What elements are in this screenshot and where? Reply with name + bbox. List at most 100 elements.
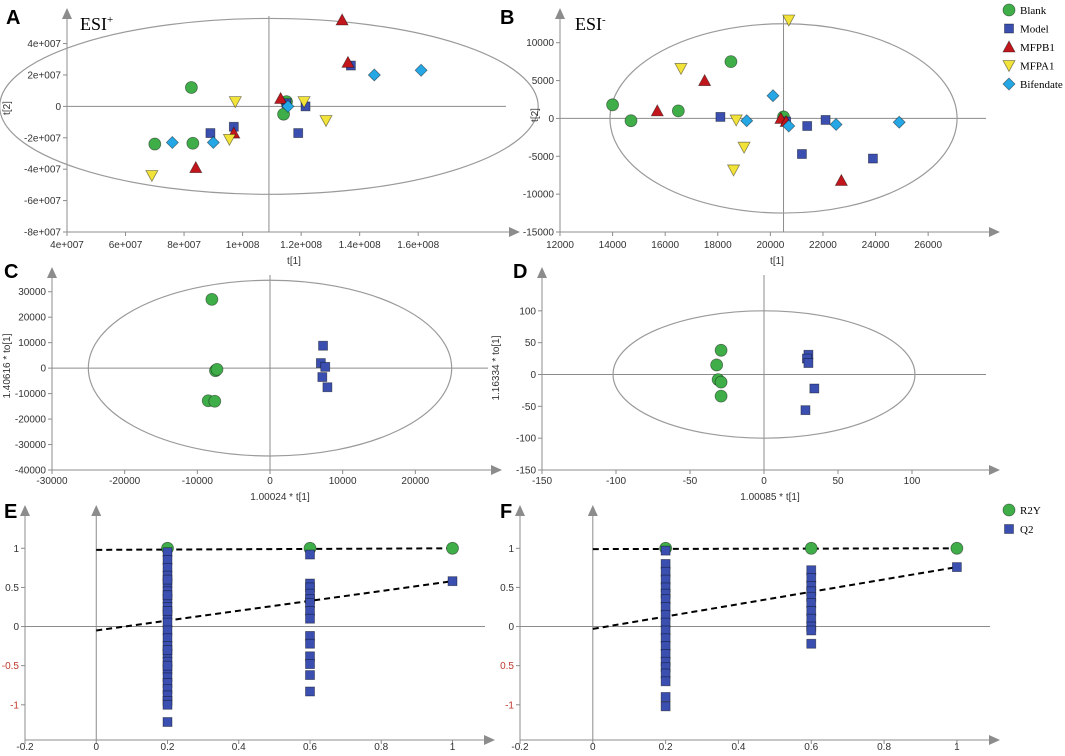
- point-model: [320, 361, 331, 372]
- x-tick-label: 22000: [809, 240, 837, 251]
- x-tick-label: 1.2e+008: [280, 240, 322, 251]
- x-tick-label: 1: [954, 742, 960, 753]
- legend-label: Bifendate: [1020, 79, 1063, 91]
- legend-label: Model: [1020, 24, 1049, 36]
- x-tick-label: -20000: [109, 476, 141, 487]
- point-bifendate: [414, 63, 428, 77]
- point-mfpa1: [782, 14, 796, 27]
- y-tick-label: -1: [10, 700, 19, 711]
- legend-marker-mfpa1: [1002, 60, 1016, 73]
- point-q2: [305, 659, 315, 670]
- point-model: [797, 149, 807, 159]
- point-q2: [162, 590, 173, 601]
- point-q2: [305, 686, 315, 697]
- x-tick-label: 0.8: [877, 742, 891, 753]
- x-axis-label: t[1]: [770, 256, 784, 267]
- y-tick-label: 0.5: [500, 661, 514, 672]
- x-tick-label: -10000: [182, 476, 214, 487]
- regression-line-r2y: [96, 547, 453, 551]
- point-blank: [148, 137, 162, 151]
- x-tick-label: 0: [761, 476, 767, 487]
- point-mfpa1: [145, 170, 159, 183]
- legend-label: MFPA1: [1020, 61, 1054, 73]
- x-tick-label: 0.4: [232, 742, 246, 753]
- x-tick-label: 0.2: [161, 742, 175, 753]
- point-blank: [671, 104, 685, 118]
- point-q2: [305, 613, 315, 624]
- panel-c: -30000 -20000 -10000 0 10000 20000-40000-3000…: [2, 261, 502, 503]
- y-axis-arrow: [537, 267, 547, 278]
- y-tick-label: -0.5: [2, 661, 20, 672]
- panel-d: -150 -100 -50 0 50 100 -150 -100 -50 0 50 100 1.0008…: [491, 261, 1000, 503]
- point-blank: [205, 292, 219, 306]
- x-tick-label: 8e+007: [167, 240, 201, 251]
- x-tick-label: 0: [267, 476, 273, 487]
- panel-label: F: [500, 501, 512, 523]
- x-tick-label: 16000: [651, 240, 679, 251]
- point-bifendate: [367, 68, 381, 82]
- zero-vertical-arrow: [91, 505, 102, 516]
- y-tick-label: -50: [522, 402, 537, 413]
- y-axis-label: 1.16334 * to[1]: [491, 335, 502, 400]
- point-blank: [624, 114, 638, 128]
- x-tick-label: 100: [904, 476, 921, 487]
- point-q2: [660, 545, 671, 556]
- panel-b: 12000 14000 16000 18000 20000 22000 24000 26000…: [500, 7, 1000, 267]
- point-q2: [660, 692, 671, 702]
- y-tick-label: 10000: [526, 38, 554, 49]
- point-q2: [305, 638, 315, 649]
- point-model: [820, 115, 831, 125]
- point-blank: [724, 55, 738, 69]
- point-r2y: [804, 541, 818, 555]
- x-tick-label: 10000: [329, 476, 357, 487]
- y-tick-label: 4e+007: [27, 39, 61, 50]
- point-model: [802, 121, 813, 131]
- point-q2: [162, 574, 173, 585]
- legend-marker-mfpb1: [1002, 40, 1016, 53]
- y-tick-label: -100: [516, 434, 536, 445]
- point-bifendate: [165, 135, 179, 150]
- point-model: [205, 128, 216, 138]
- point-q2: [162, 717, 173, 727]
- point-mfpa1: [674, 63, 688, 76]
- hotelling-ellipse: [87, 279, 453, 457]
- point-model: [293, 128, 304, 138]
- x-tick-label: 20000: [401, 476, 429, 487]
- point-mfpb1: [335, 13, 349, 26]
- point-blank: [277, 107, 290, 121]
- x-tick-label: 0.2: [659, 742, 673, 753]
- panel-f: -0.2 0 0.2 0.4 0.6 0.8 1 -1 0.5 0 0.5 1 F: [500, 501, 1000, 753]
- y-tick-label: 50: [525, 338, 537, 349]
- panel-title: ESI+: [80, 14, 113, 34]
- x-tick-label: 0: [590, 742, 596, 753]
- point-blank: [606, 98, 619, 112]
- point-mfpa1: [228, 96, 242, 109]
- point-q2: [305, 670, 315, 680]
- x-tick-label: 0.6: [804, 742, 818, 753]
- x-tick-label: 50: [832, 476, 844, 487]
- point-bifendate: [829, 117, 843, 132]
- panel-title-main: ESI: [80, 14, 107, 34]
- legend-permutation: R2Y Q2: [1002, 503, 1041, 536]
- point-model: [803, 358, 814, 368]
- y-axis-label: 1.40616 * to[1]: [2, 333, 13, 398]
- point-q2: [660, 676, 671, 687]
- panel-label: B: [500, 7, 514, 29]
- regression-line-q2: [592, 566, 958, 630]
- hotelling-ellipse: [0, 17, 539, 195]
- y-axis-arrow: [555, 8, 565, 19]
- point-q2: [162, 605, 173, 616]
- point-blank: [710, 358, 724, 372]
- point-blank: [714, 343, 728, 357]
- y-axis-label: t[2]: [2, 101, 13, 115]
- point-mfpa1: [737, 141, 751, 155]
- y-tick-label: -2e+007: [24, 133, 61, 144]
- point-q2: [305, 549, 315, 560]
- regression-line-q2: [96, 580, 453, 632]
- x-axis-arrow: [509, 227, 520, 237]
- y-tick-label: 5000: [532, 76, 555, 87]
- y-tick-label: -20000: [15, 415, 47, 426]
- y-tick-label: 1: [508, 544, 514, 555]
- panel-title: ESI-: [575, 14, 606, 34]
- regression-line-r2y: [592, 547, 957, 551]
